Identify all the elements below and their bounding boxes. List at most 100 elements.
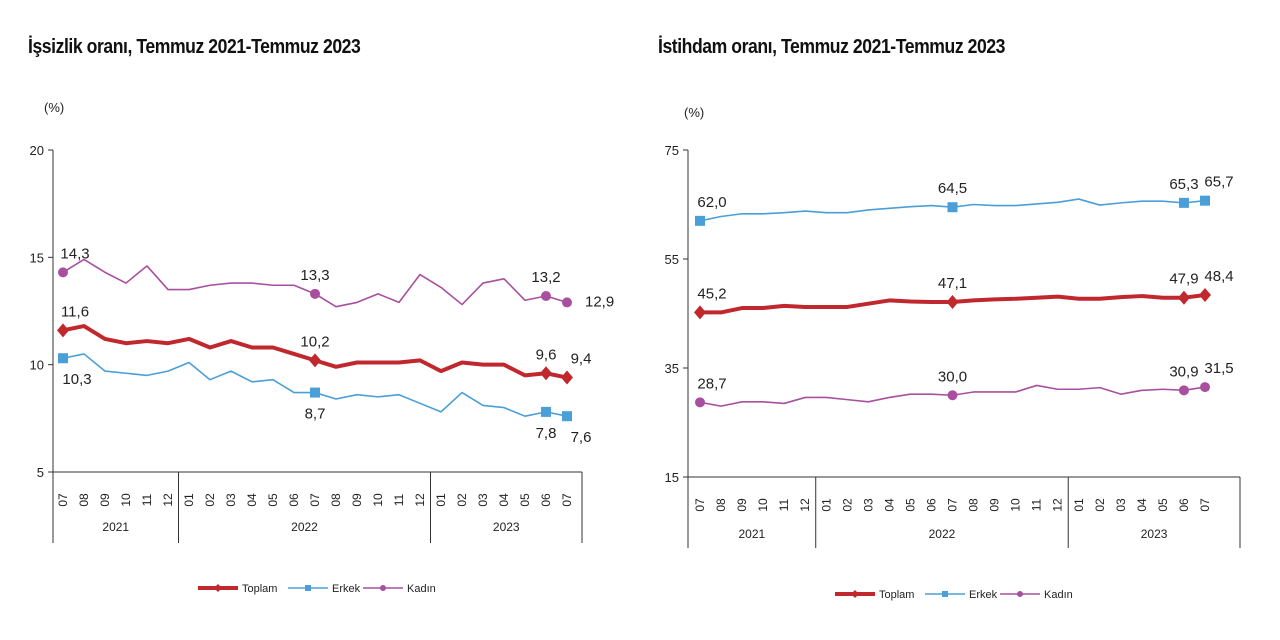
x-tick-label: 09 xyxy=(98,493,112,507)
x-tick-label: 10 xyxy=(119,493,133,507)
y-axis-unit-label: (%) xyxy=(44,100,64,115)
legend-label: Erkek xyxy=(969,589,998,601)
data-label: 10,3 xyxy=(62,371,91,388)
legend-item-erkek: Erkek xyxy=(925,589,998,601)
x-tick-label: 11 xyxy=(140,493,154,506)
data-label: 11,6 xyxy=(61,303,89,320)
data-label: 30,9 xyxy=(1169,363,1198,380)
legend-item-kadın: Kadın xyxy=(363,583,436,595)
data-point-marker xyxy=(561,370,573,385)
data-label: 62,0 xyxy=(697,194,726,211)
x-tick-label: 06 xyxy=(1177,498,1191,512)
employment-chart: (%) 15 35 55 75 07 08 09 10 11 12 01 02 03 04 05 06 07 08 0… xyxy=(665,105,1241,601)
x-tick-label: 09 xyxy=(735,498,749,512)
data-point-marker xyxy=(946,295,959,310)
x-tick-label: 07 xyxy=(560,493,574,507)
year-label: 2021 xyxy=(739,527,766,541)
data-label: 12,9 xyxy=(585,293,614,310)
data-label: 9,4 xyxy=(571,351,592,368)
legend-marker xyxy=(380,585,386,591)
data-label: 48,4 xyxy=(1204,268,1233,285)
y-tick-label: 10 xyxy=(30,358,44,373)
x-tick-label: 02 xyxy=(203,493,217,507)
unemployment-chart: (%) 5 10 15 20 07 08 09 10 11 12 01 02 03 04 05 06 07 08 09… xyxy=(30,100,615,595)
data-point-marker xyxy=(58,353,68,364)
data-label: 65,3 xyxy=(1169,176,1198,193)
x-tick-label: 04 xyxy=(882,498,896,512)
legend-label: Erkek xyxy=(332,583,361,595)
x-tick-label: 05 xyxy=(903,498,917,512)
year-label: 2022 xyxy=(291,520,318,534)
y-tick-label: 15 xyxy=(665,470,679,485)
x-tick-label: 05 xyxy=(266,493,280,507)
x-tick-label: 02 xyxy=(840,498,854,512)
x-tick-label: 04 xyxy=(497,493,511,507)
x-tick-label: 04 xyxy=(1135,498,1149,512)
data-label: 10,2 xyxy=(300,333,329,350)
data-label: 31,5 xyxy=(1204,360,1233,377)
x-tick-label: 06 xyxy=(539,493,553,507)
legend-label: Kadın xyxy=(407,583,436,595)
legend-label: Kadın xyxy=(1044,589,1073,601)
data-label: 14,3 xyxy=(60,245,89,262)
x-tick-label: 01 xyxy=(1072,498,1086,512)
x-tick-label: 09 xyxy=(350,493,364,507)
x-tick-label: 07 xyxy=(946,498,960,512)
data-point-marker xyxy=(695,215,705,226)
data-label: 47,9 xyxy=(1169,271,1198,288)
x-tick-label: 10 xyxy=(371,493,385,507)
data-point-marker xyxy=(1177,290,1190,305)
data-point-marker xyxy=(562,297,572,308)
data-label: 45,2 xyxy=(697,285,726,302)
y-tick-label: 15 xyxy=(30,250,44,265)
year-label: 2022 xyxy=(929,527,956,541)
x-tick-label: 03 xyxy=(861,498,875,512)
data-label: 13,3 xyxy=(300,267,329,284)
x-tick-label: 08 xyxy=(77,493,91,507)
year-label: 2023 xyxy=(1141,527,1168,541)
data-point-marker xyxy=(695,397,705,408)
x-tick-label: 12 xyxy=(161,493,175,507)
data-point-marker xyxy=(541,290,551,301)
data-point-marker xyxy=(1178,197,1189,208)
data-point-marker xyxy=(541,406,551,417)
data-point-marker xyxy=(1200,382,1210,393)
legend-marker xyxy=(851,590,859,598)
x-tick-label: 12 xyxy=(1051,498,1065,512)
x-tick-label: 10 xyxy=(756,498,770,512)
data-point-marker xyxy=(1178,385,1189,396)
x-tick-label: 02 xyxy=(455,493,469,507)
x-tick-label: 11 xyxy=(392,493,406,506)
year-label: 2021 xyxy=(102,520,129,534)
x-tick-label: 11 xyxy=(1030,498,1044,511)
data-point-marker xyxy=(57,323,69,338)
x-tick-label: 05 xyxy=(1156,498,1170,512)
x-tick-label: 03 xyxy=(224,493,238,507)
x-tick-label: 07 xyxy=(1198,498,1212,512)
x-tick-label: 11 xyxy=(777,498,791,511)
legend-marker xyxy=(1017,591,1023,597)
data-point-marker xyxy=(310,288,320,299)
y-tick-label: 55 xyxy=(665,252,679,267)
legend-marker xyxy=(942,591,948,597)
data-point-marker xyxy=(1199,287,1211,302)
year-label: 2023 xyxy=(493,520,520,534)
legend-item-erkek: Erkek xyxy=(288,583,361,595)
x-tick-label: 10 xyxy=(1009,498,1023,512)
legend-marker xyxy=(305,585,311,591)
data-point-marker xyxy=(562,411,572,422)
data-label: 8,7 xyxy=(305,406,326,423)
x-tick-label: 12 xyxy=(798,498,812,512)
legend-label: Toplam xyxy=(242,583,277,595)
x-tick-label: 03 xyxy=(1114,498,1128,512)
x-tick-label: 01 xyxy=(434,493,448,507)
y-tick-label: 5 xyxy=(37,465,44,480)
x-tick-label: 12 xyxy=(413,493,427,507)
x-tick-label: 08 xyxy=(967,498,981,512)
x-tick-label: 01 xyxy=(819,498,833,512)
y-tick-label: 75 xyxy=(665,143,679,158)
x-tick-label: 04 xyxy=(245,493,259,507)
x-tick-label: 08 xyxy=(329,493,343,507)
data-point-marker xyxy=(58,267,68,278)
